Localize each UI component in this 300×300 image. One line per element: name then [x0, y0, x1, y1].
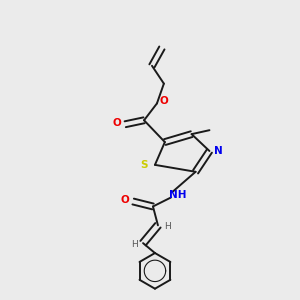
Text: O: O [160, 97, 168, 106]
Text: O: O [113, 118, 122, 128]
Text: O: O [121, 194, 130, 205]
Text: N: N [214, 146, 223, 156]
Text: H: H [164, 222, 171, 231]
Text: H: H [131, 240, 137, 249]
Text: NH: NH [169, 190, 187, 200]
Text: S: S [140, 160, 148, 170]
